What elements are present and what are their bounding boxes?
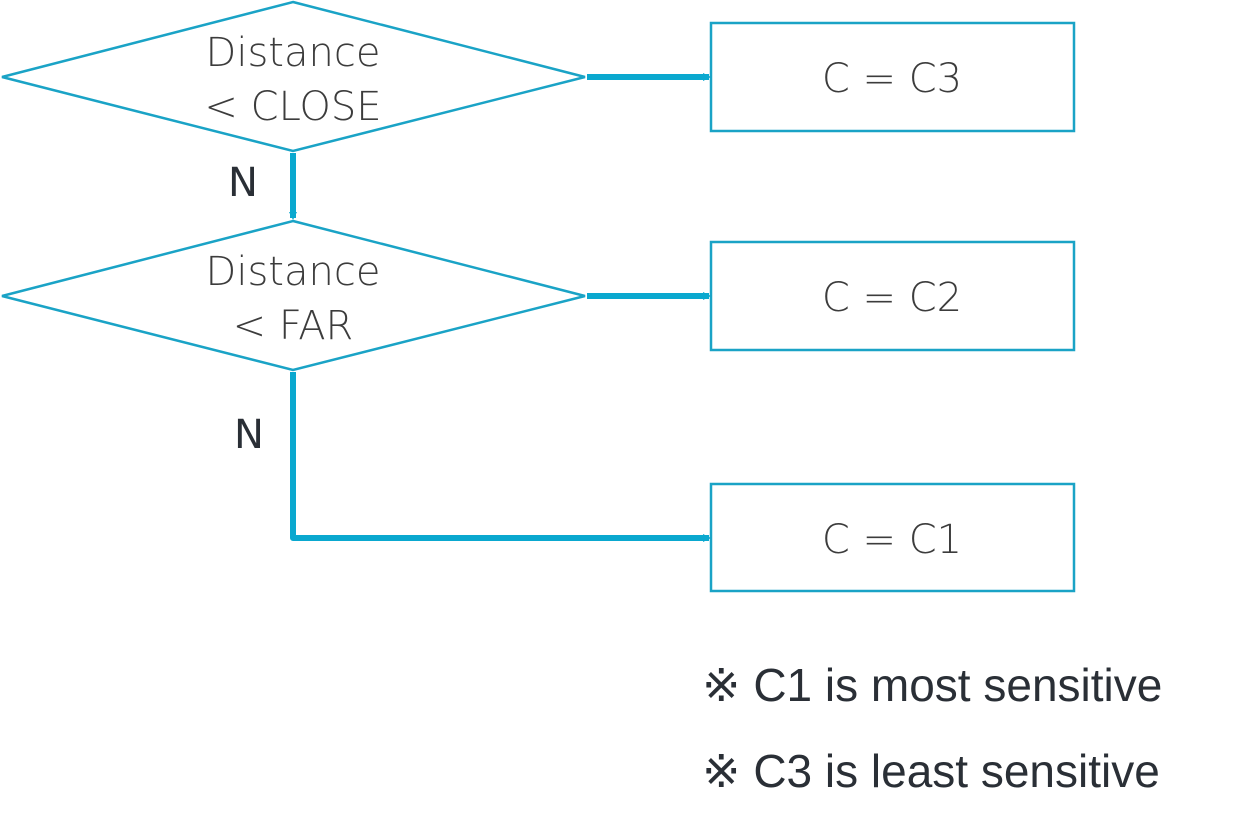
decision-far-line1: Distance xyxy=(206,249,381,295)
decision-diamond-close xyxy=(1,0,586,153)
outcome-box-c3 xyxy=(709,21,1076,133)
outcome-c2-label: C = C2 xyxy=(822,275,962,321)
arrow-far-to-c1 xyxy=(290,372,711,542)
edge-label-no-2: N xyxy=(234,412,264,458)
decision-diamond-far xyxy=(1,219,586,372)
outcome-box-c2 xyxy=(709,240,1076,352)
note-c3-least-sensitive: ※ C3 is least sensitive xyxy=(702,745,1160,797)
decision-far-line2: < FAR xyxy=(233,303,354,349)
edge-label-no-1: N xyxy=(228,160,258,206)
outcome-c1-label: C = C1 xyxy=(822,517,962,563)
decision-close-line2: < CLOSE xyxy=(204,84,381,130)
outcome-c3-label: C = C3 xyxy=(822,56,962,102)
note-c1-most-sensitive: ※ C1 is most sensitive xyxy=(702,659,1163,711)
outcome-box-c1 xyxy=(709,482,1076,593)
decision-close-line1: Distance xyxy=(206,30,381,76)
